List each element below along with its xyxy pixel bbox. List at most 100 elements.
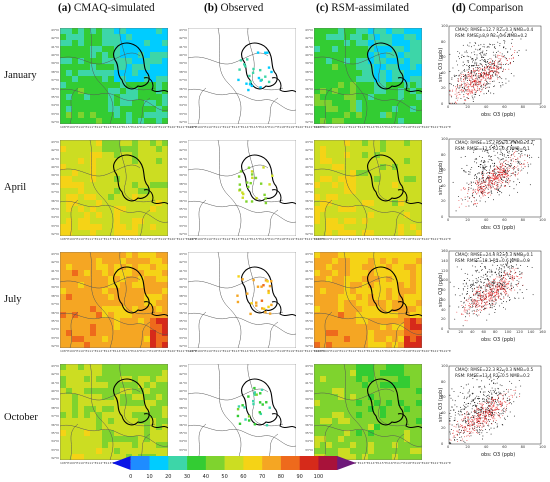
rsm-point — [489, 66, 491, 68]
cmaq-point — [476, 271, 477, 273]
cmaq-point — [477, 89, 479, 91]
cmaq-point — [508, 146, 510, 148]
grid-cell — [386, 412, 393, 419]
cmaq-point — [464, 156, 466, 158]
lon-tick: 116°E — [133, 349, 143, 353]
cmaq-point — [457, 56, 459, 58]
rsm-point — [493, 183, 495, 185]
grid-cell — [120, 212, 127, 219]
station-marker — [256, 285, 260, 288]
rsm-point — [472, 86, 474, 88]
lon-tick: 121°E — [432, 461, 442, 465]
cmaq-point — [462, 288, 464, 290]
grid-cell — [404, 270, 411, 277]
grid-cell — [392, 200, 399, 207]
cmaq-point — [452, 181, 454, 183]
rsm-point — [485, 73, 487, 75]
grid-cell — [72, 454, 79, 460]
lon-tick: 121°E — [178, 349, 188, 353]
rsm-point — [472, 67, 474, 69]
grid-cell — [314, 436, 321, 443]
rsm-point — [478, 182, 480, 184]
rsm-point — [463, 187, 465, 189]
grid-cell — [114, 270, 121, 277]
cmaq-point — [485, 36, 487, 38]
cmaq-point — [461, 168, 463, 169]
grid-cell — [320, 330, 327, 337]
grid-cell — [320, 76, 327, 83]
grid-cell — [356, 146, 363, 153]
rsm-point — [510, 166, 512, 168]
grid-cell — [156, 28, 163, 35]
lat-tick: 41°N — [51, 156, 59, 161]
grid-cell — [368, 418, 375, 425]
colorbar-tick-label: 90 — [296, 474, 303, 480]
cmaq-point — [509, 299, 511, 301]
rsm-point — [471, 77, 473, 79]
lat-tick: 38°N — [179, 405, 187, 410]
rsm-point — [480, 83, 482, 85]
grid-cell — [350, 324, 357, 331]
cmaq-point — [507, 261, 509, 263]
map-obs-july — [188, 252, 296, 348]
grid-cell — [332, 46, 339, 53]
grid-cell — [392, 400, 399, 407]
station-marker — [253, 393, 256, 396]
cmaq-point — [457, 195, 459, 197]
grid-cell — [120, 400, 127, 407]
cmaq-point — [512, 266, 514, 268]
cmaq-point — [523, 256, 525, 258]
grid-cell — [398, 282, 405, 289]
rsm-point — [465, 304, 466, 306]
grid-cell — [374, 170, 381, 177]
cmaq-point — [468, 171, 470, 173]
lat-tick: 38°N — [305, 293, 313, 298]
rsm-point — [463, 89, 464, 91]
grid-cell — [398, 212, 405, 219]
grid-cell — [84, 324, 91, 331]
grid-cell — [392, 270, 399, 277]
cmaq-point — [498, 37, 500, 39]
lon-tick: 110°E — [78, 461, 88, 465]
cmaq-point — [504, 57, 506, 59]
grid-cell — [90, 294, 97, 301]
rsm-point — [470, 80, 472, 82]
rsm-point — [509, 61, 511, 63]
rsm-point — [509, 288, 511, 290]
grid-cell — [374, 300, 381, 307]
grid-cell — [84, 382, 91, 389]
lon-tick: 119°E — [414, 125, 424, 129]
grid-cell — [368, 424, 375, 431]
grid-cell — [72, 264, 79, 271]
rsm-point — [496, 71, 498, 73]
rsm-point — [482, 190, 484, 192]
grid-cell — [314, 52, 321, 59]
grid-cell — [416, 70, 422, 77]
grid-cell — [362, 394, 369, 401]
rsm-point — [494, 169, 496, 171]
grid-cell — [404, 412, 411, 419]
grid-cell — [368, 152, 375, 159]
cmaq-point — [485, 87, 486, 89]
grid-cell — [150, 34, 157, 41]
grid-cell — [114, 276, 121, 283]
scatter-y-tick: 40 — [441, 183, 446, 188]
cmaq-point — [468, 66, 470, 67]
grid-cell — [108, 76, 115, 83]
cmaq-point — [457, 51, 459, 52]
grid-cell — [162, 306, 168, 313]
grid-cell — [326, 312, 333, 319]
rsm-point — [505, 185, 507, 187]
grid-cell — [380, 336, 387, 343]
grid-cell — [102, 158, 109, 165]
grid-cell — [150, 70, 157, 77]
grid-cell — [404, 52, 411, 59]
grid-cell — [144, 342, 151, 348]
rsm-point — [499, 176, 501, 178]
grid-cell — [156, 400, 163, 407]
grid-cell — [66, 146, 73, 153]
lat-tick: 43°N — [179, 28, 187, 32]
grid-cell — [320, 442, 327, 449]
grid-cell — [362, 100, 369, 107]
